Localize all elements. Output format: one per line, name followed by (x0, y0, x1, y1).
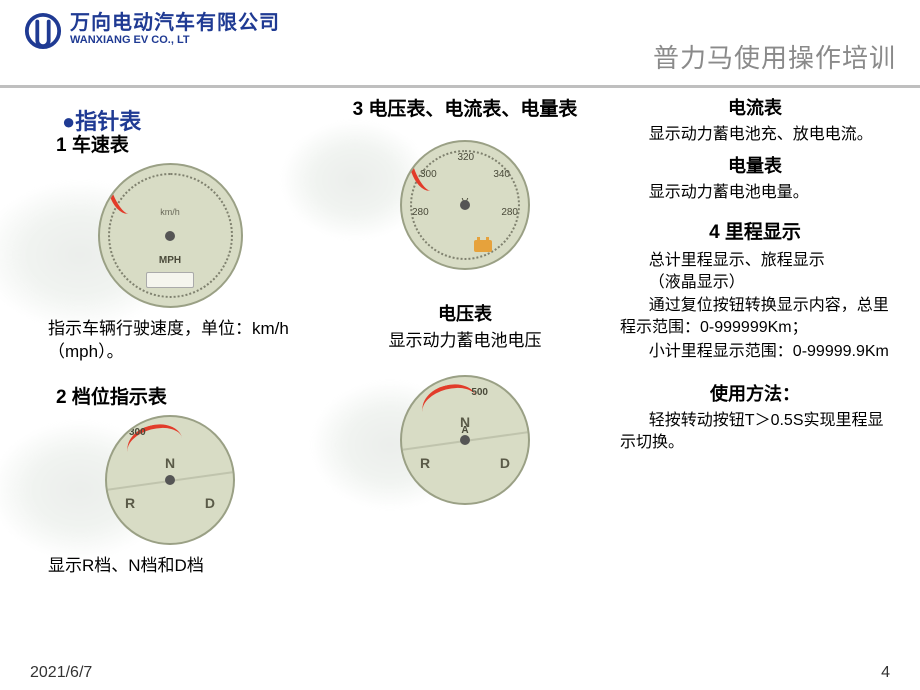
logo-block: 万向电动汽车有限公司 WANXIANG EV CO., LT (24, 12, 280, 50)
speed-unit-top: km/h (160, 207, 180, 217)
gear-heading: 2 档位指示表 (56, 382, 310, 409)
company-name-cn: 万向电动汽车有限公司 (70, 12, 280, 34)
speed-unit-bot: MPH (159, 255, 181, 266)
footer-date: 2021/6/7 (30, 664, 92, 682)
voltage-desc: 显示动力蓄电池电压 (340, 330, 590, 353)
battery-icon (474, 240, 492, 252)
gear-N: N (165, 455, 175, 471)
speed-lcd-icon (146, 272, 194, 288)
usage-heading: 使用方法： (620, 380, 890, 406)
voltage-heading: 电压表 (340, 300, 590, 326)
speedometer-desc: 指示车辆行驶速度，单位：km/h（mph）。 (48, 318, 310, 364)
odometer-line1: 总计里程显示、旅程显示 (620, 250, 890, 272)
volt-tick-300: 300 (420, 169, 437, 180)
volt-tick-280r: 280 (501, 207, 518, 218)
odometer-line4: 小计里程显示范围：0-99999.9Km (620, 341, 890, 363)
odometer-line2: （液晶显示） (620, 272, 890, 294)
speedometer-heading: 1 车速表 (56, 130, 310, 157)
gear-desc: 显示R档、N档和D档 (48, 555, 310, 578)
footer-page: 4 (881, 664, 890, 682)
company-logo-icon (24, 12, 62, 50)
slide-header: 万向电动汽车有限公司 WANXIANG EV CO., LT 普力马使用操作培训 (0, 0, 920, 88)
amp-D: D (500, 455, 510, 471)
gear-R: R (125, 495, 135, 511)
gear-D: D (205, 495, 215, 511)
amp-scale-max: 500 (471, 387, 488, 398)
column-left: 1 车速表 km/h MPH 指示车辆行驶速度，单位：km/h（mph）。 2 … (30, 130, 310, 578)
slide-content: ●指针表 1 车速表 km/h MPH 指示车辆行驶速度，单位：km/h（mph… (0, 88, 920, 648)
company-name-block: 万向电动汽车有限公司 WANXIANG EV CO., LT (70, 12, 280, 46)
odometer-heading: 4 里程显示 (620, 217, 890, 244)
voltage-gauge-icon: 280 300 320 340 V 280 (400, 140, 530, 270)
triple-gauge-heading: 3 电压表、电流表、电量表 (340, 98, 590, 122)
volt-tick-280l: 280 (412, 207, 429, 218)
volt-tick-320: 320 (457, 152, 474, 163)
company-name-en: WANXIANG EV CO., LT (70, 34, 280, 46)
soc-desc: 显示动力蓄电池电量。 (620, 182, 890, 204)
gear-gauge-icon: 300 R N D (105, 415, 235, 545)
slide-footer: 2021/6/7 4 (30, 664, 890, 682)
amp-N: N (460, 414, 470, 430)
soc-heading: 电量表 (620, 152, 890, 178)
odometer-line3: 通过复位按钮转换显示内容，总里程示范围：0-999999Km； (620, 295, 890, 338)
column-right: 电流表 显示动力蓄电池充、放电电流。 电量表 显示动力蓄电池电量。 4 里程显示… (620, 94, 890, 453)
column-middle: 3 电压表、电流表、电量表 280 300 320 340 V 280 电压表 … (340, 98, 590, 515)
amp-R: R (420, 455, 430, 471)
speedometer-gauge-icon: km/h MPH (98, 163, 243, 308)
ammeter-desc: 显示动力蓄电池充、放电电流。 (620, 124, 890, 146)
gear-scale-max: 300 (129, 427, 146, 438)
volt-tick-340: 340 (493, 169, 510, 180)
amp-gauge-icon: 500 A R N D (400, 375, 530, 505)
usage-desc: 轻按转动按钮T＞0.5S实现里程显示切换。 (620, 410, 890, 453)
slide-title: 普力马使用操作培训 (653, 38, 896, 75)
ammeter-heading: 电流表 (620, 94, 890, 120)
